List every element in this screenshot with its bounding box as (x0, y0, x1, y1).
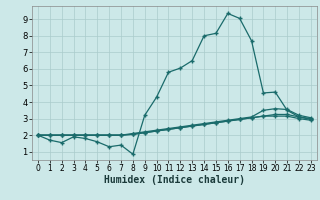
X-axis label: Humidex (Indice chaleur): Humidex (Indice chaleur) (104, 175, 245, 185)
